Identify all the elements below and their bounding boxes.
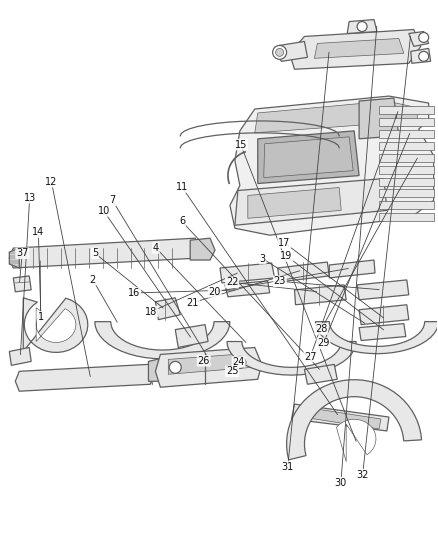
Text: 31: 31 — [282, 462, 294, 472]
Polygon shape — [15, 365, 152, 391]
Text: 32: 32 — [357, 470, 369, 480]
Text: 17: 17 — [278, 238, 290, 248]
Text: 25: 25 — [226, 366, 238, 376]
Polygon shape — [379, 106, 434, 114]
Polygon shape — [304, 365, 337, 384]
Polygon shape — [294, 285, 346, 305]
Polygon shape — [292, 404, 389, 431]
Polygon shape — [314, 38, 404, 58]
Text: 14: 14 — [32, 227, 45, 237]
Text: 12: 12 — [45, 177, 58, 187]
Polygon shape — [258, 131, 359, 183]
Polygon shape — [264, 137, 353, 177]
Polygon shape — [359, 98, 399, 139]
Polygon shape — [255, 101, 419, 133]
Polygon shape — [286, 379, 421, 460]
Polygon shape — [13, 276, 31, 292]
Circle shape — [170, 361, 181, 373]
Polygon shape — [347, 20, 377, 34]
Text: 26: 26 — [198, 356, 210, 366]
Text: 29: 29 — [317, 338, 330, 348]
Text: 28: 28 — [315, 324, 328, 334]
Polygon shape — [155, 298, 180, 320]
Text: 16: 16 — [128, 288, 140, 298]
Polygon shape — [278, 262, 329, 282]
Text: 20: 20 — [208, 287, 221, 297]
Text: 10: 10 — [98, 206, 110, 216]
Polygon shape — [168, 353, 252, 374]
Polygon shape — [379, 177, 434, 185]
Polygon shape — [379, 118, 434, 126]
Circle shape — [419, 51, 429, 61]
Circle shape — [234, 357, 246, 368]
Polygon shape — [230, 96, 434, 235]
Polygon shape — [23, 298, 88, 352]
Polygon shape — [227, 342, 356, 375]
Polygon shape — [36, 308, 76, 343]
Text: 6: 6 — [179, 216, 185, 227]
Polygon shape — [155, 348, 262, 387]
Circle shape — [419, 33, 429, 43]
Polygon shape — [411, 49, 431, 63]
Polygon shape — [357, 280, 409, 300]
Circle shape — [276, 49, 283, 56]
Polygon shape — [175, 325, 208, 348]
Polygon shape — [9, 238, 200, 268]
Text: 24: 24 — [233, 357, 245, 367]
Text: 27: 27 — [304, 352, 317, 361]
Polygon shape — [95, 321, 230, 359]
Polygon shape — [315, 321, 438, 354]
Polygon shape — [9, 348, 31, 365]
Text: 3: 3 — [259, 254, 265, 263]
Circle shape — [357, 21, 367, 31]
Text: 18: 18 — [145, 306, 158, 317]
Polygon shape — [329, 260, 375, 278]
Polygon shape — [275, 42, 307, 61]
Text: 7: 7 — [109, 195, 116, 205]
Text: 4: 4 — [153, 243, 159, 253]
Text: 5: 5 — [92, 248, 98, 259]
Polygon shape — [235, 179, 387, 225]
Polygon shape — [379, 190, 434, 197]
Polygon shape — [359, 324, 406, 341]
Polygon shape — [409, 31, 429, 46]
Text: 30: 30 — [335, 478, 347, 488]
Polygon shape — [225, 281, 270, 297]
Text: 1: 1 — [38, 312, 44, 322]
Polygon shape — [220, 263, 275, 283]
Text: 37: 37 — [16, 248, 28, 259]
Text: 2: 2 — [90, 274, 96, 285]
Polygon shape — [190, 238, 215, 260]
Text: 22: 22 — [226, 277, 238, 287]
Polygon shape — [379, 213, 434, 221]
Polygon shape — [9, 248, 19, 268]
Polygon shape — [359, 305, 409, 325]
Text: 11: 11 — [176, 182, 188, 192]
Text: 19: 19 — [280, 251, 293, 261]
Polygon shape — [379, 142, 434, 150]
Polygon shape — [248, 188, 341, 219]
Text: 23: 23 — [274, 276, 286, 286]
Polygon shape — [290, 29, 421, 69]
Polygon shape — [379, 166, 434, 174]
Text: 13: 13 — [24, 192, 36, 203]
Text: 21: 21 — [187, 297, 199, 308]
Polygon shape — [336, 419, 376, 462]
Text: 15: 15 — [235, 140, 247, 150]
Polygon shape — [303, 407, 381, 429]
Circle shape — [273, 45, 286, 59]
Polygon shape — [379, 201, 434, 209]
Polygon shape — [379, 154, 434, 161]
Polygon shape — [379, 130, 434, 138]
Polygon shape — [148, 358, 168, 381]
